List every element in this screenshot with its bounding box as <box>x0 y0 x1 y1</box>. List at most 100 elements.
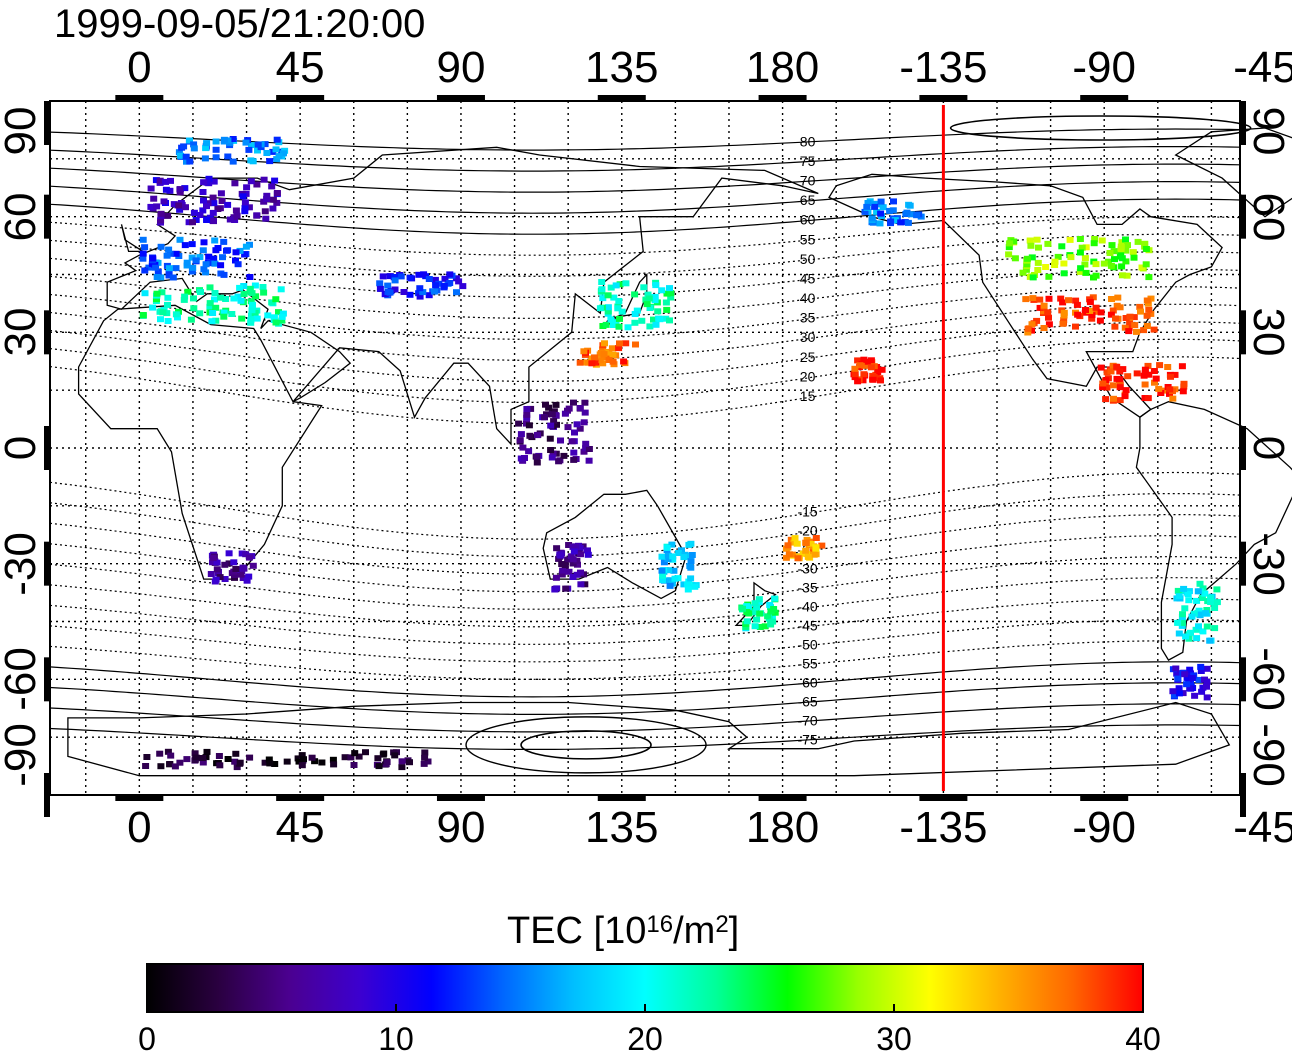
tec-point <box>601 340 608 347</box>
geomagnetic-contour <box>49 286 1241 340</box>
tec-point <box>1033 236 1041 243</box>
tec-point <box>769 618 777 625</box>
tec-point <box>664 552 672 559</box>
tec-point <box>550 418 558 425</box>
tec-point <box>1022 296 1030 303</box>
tec-point <box>248 312 255 319</box>
tec-point <box>254 147 261 154</box>
tec-point <box>232 249 240 256</box>
tec-point <box>654 308 662 315</box>
tec-point <box>633 307 641 314</box>
contour-label: 20 <box>800 368 816 384</box>
geomagnetic-contour <box>49 321 1241 382</box>
tec-point <box>191 750 199 757</box>
tec-point <box>254 141 262 148</box>
tec-point <box>874 369 882 375</box>
tec-point <box>167 177 174 184</box>
tec-point <box>1097 364 1105 371</box>
tec-point <box>1036 296 1044 303</box>
top-tick-mark <box>1080 95 1129 101</box>
tec-point <box>687 558 695 565</box>
tec-point <box>228 311 236 317</box>
tec-point <box>851 365 859 372</box>
tec-point <box>1096 317 1104 324</box>
top-longitude-label: -135 <box>899 43 988 92</box>
tec-point <box>1054 253 1062 260</box>
tec-point <box>260 289 268 296</box>
tec-point <box>298 762 306 769</box>
tec-point <box>743 618 751 625</box>
top-longitude-label: 45 <box>275 43 325 92</box>
tec-point <box>440 282 448 289</box>
tec-point <box>863 203 871 210</box>
tec-point <box>233 764 241 771</box>
tec-point <box>753 604 761 611</box>
tec-point <box>379 273 387 280</box>
tec-point <box>206 300 214 307</box>
tec-point <box>755 596 763 603</box>
tec-point <box>278 313 286 320</box>
left-tick-mark <box>44 101 50 145</box>
left-latitude-label: -30 <box>0 531 45 596</box>
tec-point <box>1124 242 1131 249</box>
tec-point <box>272 146 280 153</box>
tec-point <box>265 756 273 763</box>
top-longitude-label: 90 <box>436 43 486 92</box>
tec-point <box>261 141 269 148</box>
tec-point <box>1179 388 1187 395</box>
tec-point <box>165 246 173 253</box>
tec-point <box>1202 610 1210 617</box>
tec-point <box>656 316 664 323</box>
tec-point <box>1045 273 1053 280</box>
tec-point <box>650 316 657 323</box>
tec-point <box>1203 607 1211 613</box>
tec-point <box>525 422 533 429</box>
tec-point <box>141 290 149 297</box>
tec-point <box>376 280 384 287</box>
tec-point <box>1045 314 1052 321</box>
tec-point <box>241 204 249 211</box>
tec-point <box>668 541 676 548</box>
tec-point <box>1124 373 1132 380</box>
tec-point <box>147 203 155 210</box>
tec-point <box>1082 244 1090 251</box>
tec-point <box>271 761 279 767</box>
tec-point <box>1090 240 1098 247</box>
tec-point <box>632 341 639 348</box>
tec-point <box>1028 254 1036 261</box>
tec-point <box>1133 328 1140 335</box>
tec-point <box>240 565 248 572</box>
tec-point <box>143 754 151 760</box>
tec-point <box>1175 630 1183 637</box>
tec-point <box>205 175 213 182</box>
tec-point <box>555 458 563 465</box>
tec-point <box>609 358 617 365</box>
tec-point <box>199 189 207 195</box>
tec-point <box>612 282 620 289</box>
tec-point <box>214 245 222 251</box>
tec-point <box>157 274 165 281</box>
tec-point <box>241 251 249 258</box>
tec-point <box>687 575 695 582</box>
tec-point <box>680 581 688 588</box>
tec-point <box>516 437 524 444</box>
tec-point <box>1142 246 1150 252</box>
tec-point <box>851 371 859 378</box>
tec-point <box>212 154 220 161</box>
tec-point <box>1186 685 1194 692</box>
tec-point <box>294 755 302 762</box>
tec-point <box>1140 327 1148 334</box>
tec-point <box>739 605 746 612</box>
tec-point <box>424 758 432 765</box>
tec-point <box>1203 623 1211 630</box>
tec-point <box>573 421 581 428</box>
tec-point <box>164 212 172 219</box>
tec-point <box>355 753 363 760</box>
tec-point <box>1026 237 1034 244</box>
tec-point <box>607 284 615 291</box>
tec-point <box>1155 385 1163 392</box>
tec-point <box>152 177 160 184</box>
tec-point <box>646 305 654 311</box>
colorbar-tick-label: 30 <box>876 1021 912 1057</box>
tec-point <box>406 759 413 766</box>
